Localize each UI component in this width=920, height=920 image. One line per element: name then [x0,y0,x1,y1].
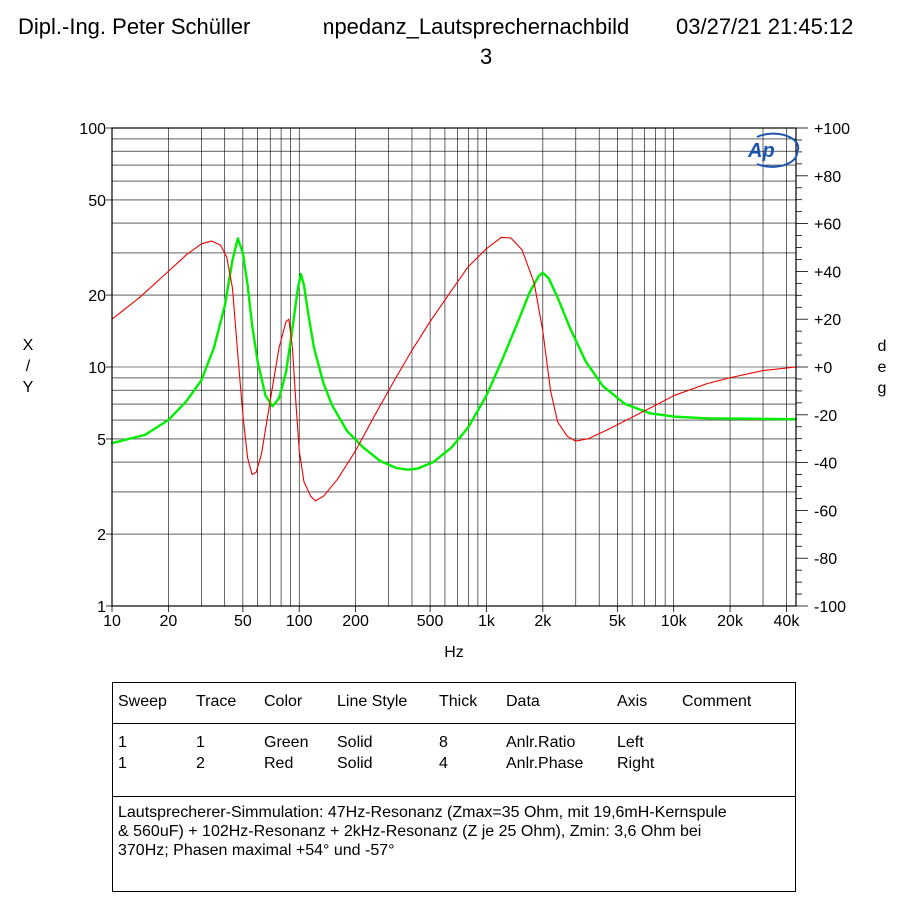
left-tick-label: 1 [97,599,106,616]
right-tick-label: -20 [814,408,837,425]
left-tick-label: 100 [79,121,106,138]
impedance-phase-chart: 10 20 50 100 200 500 1k 2k 5k 10k 20k 40k 1 2 5 10 20 50… [23,121,887,661]
right-tick-label: +20 [814,312,841,329]
x-tick-label: 20k [717,613,744,630]
header-page-number: 3 [480,44,493,69]
legend-cell: Anlr.Ratio [506,734,576,751]
plot-frame [111,127,797,607]
legend-rows: 1 1 Green Solid 8 Anlr.Ratio Left 1 2 Red Solid 4 An… [113,724,795,797]
right-axis-label-char: g [878,380,887,397]
legend-header-cell: Comment [682,693,752,710]
x-tick-label: 5k [609,613,627,630]
x-tick-label: 500 [417,613,444,630]
legend-header-cell: Axis [617,693,648,710]
x-tick-label: 200 [342,613,369,630]
legend-comment-line: 370Hz; Phasen maximal +54° und -57° [118,842,395,859]
legend-cell: 8 [439,734,448,751]
legend-header-cell: Color [264,693,303,710]
left-tick-labels: 1 2 5 10 20 50 100 [79,121,106,616]
header-author: Dipl.-Ing. Peter Schüller [18,14,251,39]
series-line-2 [111,236,797,502]
x-tick-labels: 10 20 50 100 200 500 1k 2k 5k 10k 20k 40k [103,613,800,630]
left-axis-label: X / Y [23,337,34,396]
legend-header-cell: Sweep [118,693,167,710]
x-axis-label: Hz [444,644,464,661]
legend-header-cell: Data [506,693,540,710]
x-tick-label: 2k [534,613,552,630]
legend-cell: Right [617,755,655,772]
header-title-clip: Impedanz_Lautsprechernachbild [324,14,664,40]
right-tick-label: +100 [814,121,850,138]
x-tick-label: 50 [234,613,252,630]
x-tick-label: 10 [103,613,121,630]
x-tick-label: 20 [159,613,177,630]
legend-cell: 1 [118,755,127,772]
legend-header-cell: Thick [439,693,478,710]
x-tick-label: 1k [478,613,496,630]
legend-cell: Anlr.Phase [506,755,584,772]
legend-cell: Solid [337,734,373,751]
header-timestamp: 03/27/21 21:45:12 [676,14,854,39]
legend-cell: Green [264,734,309,751]
legend-cell: Solid [337,755,373,772]
x-tick-label: 40k [774,613,801,630]
legend-cell: 4 [439,755,448,772]
right-tick-labels: -100 -80 -60 -40 -20 +0 +20 +40 +60 +80 +100 [814,121,850,616]
right-axis-label-char: e [878,359,887,376]
x-tick-label: 10k [661,613,688,630]
right-tick-label: +60 [814,217,841,234]
legend-cell: 1 [118,734,127,751]
right-tick-label: -40 [814,456,837,473]
left-tick-label: 5 [97,432,106,449]
left-axis-label-char: / [26,358,31,375]
right-tick-label: +80 [814,169,841,186]
ap-logo: Ap [747,132,800,168]
grid-minor [111,128,796,607]
right-tick-label: -80 [814,551,837,568]
right-tick-label: -60 [814,503,837,520]
legend-cell: 2 [196,755,205,772]
x-tick-label: 100 [286,613,313,630]
grid-major [106,127,808,612]
ap-logo-text: Ap [747,140,775,162]
left-tick-label: 2 [97,527,106,544]
legend-cell: Red [264,755,294,772]
right-tick-label: +40 [814,264,841,281]
series-layer [110,236,798,502]
right-axis-label: deg [878,338,887,397]
right-tick-label: +0 [814,360,832,377]
legend-table: Sweep Trace Color Line Style Thick Data Axis Co… [112,682,796,892]
series-line-1 [110,237,798,471]
right-axis-label-char: d [878,338,887,355]
legend-comment-line: & 560uF) + 102Hz-Resonanz + 2kHz-Resonan… [118,823,702,840]
legend-cell: 1 [196,734,205,751]
left-tick-label: 20 [88,288,106,305]
legend-header-row: Sweep Trace Color Line Style Thick Data Axis Co… [113,683,795,724]
left-tick-label: 10 [88,360,106,377]
legend-header-cell: Line Style [337,693,408,710]
legend-comment-line: Lautsprecherer-Simmulation: 47Hz-Resonan… [118,804,727,821]
left-axis-label-char: Y [23,379,34,396]
left-axis-label-char: X [23,337,34,354]
header-title: Impedanz_Lautsprechernachbild [324,14,630,39]
legend-cell: Left [617,734,644,751]
legend-comment: Lautsprecherer-Simmulation: 47Hz-Resonan… [118,803,794,860]
right-tick-label: -100 [814,599,846,616]
legend-header-cell: Trace [196,693,237,710]
left-tick-label: 50 [88,193,106,210]
